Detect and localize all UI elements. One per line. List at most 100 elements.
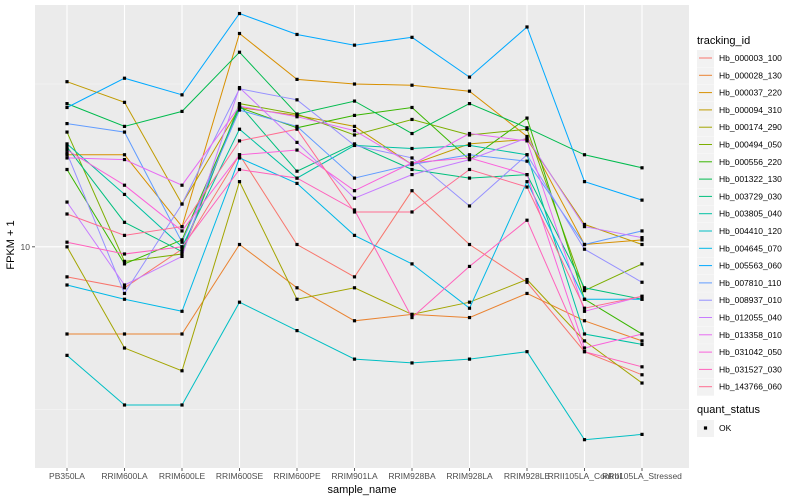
data-point bbox=[122, 259, 127, 263]
data-point bbox=[122, 233, 127, 237]
data-point bbox=[352, 176, 357, 180]
data-point bbox=[467, 153, 472, 157]
data-point bbox=[467, 357, 472, 361]
legend-entry-label: Hb_000003_100 bbox=[719, 53, 782, 63]
data-point bbox=[180, 249, 184, 254]
data-point bbox=[525, 280, 529, 284]
data-point bbox=[582, 319, 587, 323]
legend-entry-label: Hb_007810_110 bbox=[719, 278, 782, 288]
data-point bbox=[525, 139, 529, 143]
data-point bbox=[352, 319, 357, 323]
data-point bbox=[237, 127, 242, 131]
data-point bbox=[410, 312, 414, 317]
x-tick-labels: PB350LA RRIM600LA RRIM600LE RRIM600SE RRIM60… bbox=[49, 468, 682, 481]
x-tick-label: RRIM928LA bbox=[446, 471, 493, 481]
y-tick-label: 10 bbox=[21, 242, 31, 252]
data-point bbox=[65, 332, 69, 336]
data-point bbox=[237, 139, 242, 143]
data-point bbox=[122, 297, 127, 301]
data-point bbox=[352, 208, 357, 212]
data-point bbox=[410, 210, 414, 214]
data-point bbox=[467, 89, 472, 93]
data-point bbox=[65, 275, 69, 279]
data-point bbox=[237, 180, 242, 184]
data-point bbox=[295, 148, 299, 152]
data-point bbox=[525, 153, 529, 157]
data-point bbox=[410, 189, 414, 193]
data-point bbox=[640, 365, 644, 369]
data-point bbox=[467, 306, 472, 310]
x-tick-label: RRIM600SE bbox=[216, 471, 264, 481]
data-point bbox=[582, 224, 587, 229]
data-point bbox=[582, 242, 587, 247]
data-point bbox=[180, 238, 184, 242]
data-point bbox=[180, 254, 184, 259]
y-tick-labels: 10 bbox=[21, 242, 35, 252]
legend-entry-label: Hb_031527_030 bbox=[719, 364, 782, 374]
data-point bbox=[467, 176, 472, 180]
data-point bbox=[410, 173, 414, 177]
data-point bbox=[410, 117, 414, 122]
data-point bbox=[295, 112, 299, 116]
data-point bbox=[295, 176, 299, 180]
data-point bbox=[410, 156, 414, 160]
data-point bbox=[640, 242, 644, 247]
x-tick-label: RRIM901LA bbox=[331, 471, 378, 481]
data-point bbox=[180, 309, 184, 313]
data-point bbox=[65, 283, 69, 287]
data-point bbox=[640, 332, 644, 336]
legend-entry-label: Hb_143766_060 bbox=[719, 382, 782, 392]
data-point bbox=[122, 332, 127, 336]
data-point bbox=[295, 297, 299, 301]
data-point bbox=[237, 108, 242, 112]
data-point bbox=[352, 124, 357, 128]
data-point bbox=[180, 224, 184, 229]
panel-background bbox=[35, 5, 689, 468]
data-point bbox=[410, 161, 414, 165]
data-point bbox=[410, 162, 414, 167]
data-point bbox=[295, 181, 299, 186]
data-point bbox=[180, 369, 184, 373]
data-point bbox=[525, 350, 529, 354]
data-point bbox=[295, 98, 299, 102]
data-point bbox=[295, 127, 299, 131]
data-point bbox=[352, 143, 357, 148]
data-point bbox=[237, 31, 242, 36]
data-point bbox=[467, 300, 472, 304]
data-point bbox=[122, 346, 127, 350]
data-point bbox=[640, 229, 644, 233]
data-point bbox=[295, 329, 299, 333]
legend-entry-label: Hb_013358_010 bbox=[719, 330, 782, 340]
data-point bbox=[65, 240, 69, 244]
data-points bbox=[65, 11, 644, 442]
data-point bbox=[65, 353, 69, 357]
data-point bbox=[582, 153, 587, 157]
data-point bbox=[582, 346, 587, 350]
legend-entry-label: Hb_000028_130 bbox=[719, 70, 782, 80]
data-point bbox=[65, 130, 69, 134]
data-point bbox=[640, 432, 644, 436]
data-point bbox=[525, 291, 529, 296]
data-point bbox=[410, 361, 414, 365]
data-point bbox=[582, 222, 587, 227]
data-point bbox=[122, 183, 127, 187]
data-point bbox=[582, 438, 587, 442]
data-point bbox=[467, 204, 472, 208]
legend-entry-label: Hb_008937_010 bbox=[719, 295, 782, 305]
legend-entry-label: Hb_012055_040 bbox=[719, 313, 782, 323]
x-tick-label: RRIM600LE bbox=[159, 471, 206, 481]
data-point bbox=[295, 77, 299, 81]
data-point bbox=[180, 183, 184, 187]
legend: tracking_id quant_status Hb_000003_100 Hb… bbox=[697, 35, 782, 437]
data-point bbox=[525, 25, 529, 29]
legend-entry-label: Hb_000494_050 bbox=[719, 140, 782, 150]
data-point bbox=[122, 153, 127, 157]
data-point bbox=[237, 153, 242, 157]
data-point bbox=[640, 280, 644, 284]
data-point bbox=[122, 403, 127, 407]
data-point bbox=[467, 75, 472, 79]
data-point bbox=[467, 143, 472, 148]
data-point bbox=[582, 289, 587, 293]
data-point bbox=[122, 286, 127, 290]
data-point bbox=[467, 315, 472, 320]
